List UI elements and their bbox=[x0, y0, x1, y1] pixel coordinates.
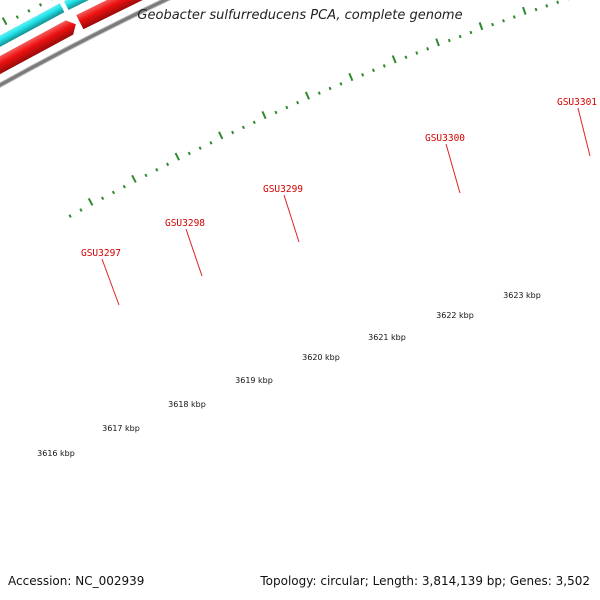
minor-tick bbox=[415, 51, 419, 55]
kbp-label: 3621 kbp bbox=[368, 333, 406, 342]
minor-tick bbox=[296, 100, 300, 105]
minor-tick bbox=[317, 91, 321, 95]
major-tick bbox=[478, 22, 484, 31]
major-tick bbox=[174, 152, 180, 161]
minor-tick bbox=[122, 184, 126, 189]
minor-tick bbox=[502, 19, 505, 23]
accession-text: Accession: NC_002939 bbox=[8, 574, 145, 588]
gene-label-gsu3298: GSU3298 bbox=[165, 218, 205, 229]
minor-tick bbox=[426, 47, 430, 51]
gene-segment-GSU3296 bbox=[0, 3, 65, 47]
minor-tick bbox=[371, 68, 375, 73]
major-tick bbox=[131, 174, 137, 183]
minor-tick bbox=[328, 86, 332, 91]
genome-summary-text: Topology: circular; Length: 3,814,139 bp… bbox=[260, 574, 590, 588]
major-tick bbox=[522, 6, 527, 15]
minor-tick bbox=[187, 151, 191, 156]
kbp-label: 3622 kbp bbox=[436, 311, 474, 320]
minor-tick bbox=[101, 196, 105, 201]
minor-tick bbox=[241, 125, 246, 130]
label-leader-line bbox=[445, 143, 461, 194]
major-tick bbox=[218, 131, 224, 140]
minor-tick bbox=[68, 214, 72, 218]
kbp-label: 3618 kbp bbox=[168, 400, 206, 409]
gene-label-gsu3301: GSU3301 bbox=[557, 97, 597, 108]
minor-tick bbox=[491, 22, 495, 27]
gene-label-gsu3297: GSU3297 bbox=[81, 248, 121, 259]
gene-label-gsu3300: GSU3300 bbox=[425, 133, 465, 144]
kbp-labels: 3616 kbp 3617 kbp 3618 kbp 3619 kbp 3620 kbp… bbox=[37, 291, 541, 458]
minor-tick bbox=[209, 141, 213, 145]
minor-tick bbox=[545, 4, 549, 8]
minor-tick bbox=[534, 7, 538, 12]
inner-tick-ring bbox=[68, 0, 570, 218]
minor-tick bbox=[15, 15, 19, 19]
kbp-label: 3617 kbp bbox=[102, 424, 140, 433]
minor-tick bbox=[79, 208, 83, 212]
minor-tick bbox=[155, 168, 159, 172]
major-tick bbox=[435, 38, 440, 47]
minor-tick bbox=[458, 34, 462, 39]
gene-track bbox=[0, 0, 89, 47]
kbp-label: 3619 kbp bbox=[235, 376, 273, 385]
gene-labels: GSU3297 GSU3298 GSU3299 GSU3300 GSU3301 bbox=[81, 97, 597, 306]
major-tick bbox=[1, 17, 8, 26]
major-tick bbox=[261, 110, 267, 120]
minor-tick bbox=[111, 190, 116, 195]
minor-tick bbox=[447, 38, 451, 43]
kbp-label: 3616 kbp bbox=[37, 449, 75, 458]
label-leader-line bbox=[101, 258, 120, 306]
gene-label-gsu3299: GSU3299 bbox=[263, 184, 303, 195]
minor-tick bbox=[339, 82, 343, 86]
kbp-label: 3623 kbp bbox=[503, 291, 541, 300]
minor-tick bbox=[144, 173, 148, 178]
minor-tick bbox=[361, 73, 365, 77]
outer-tick-ring bbox=[1, 0, 53, 26]
minor-tick bbox=[27, 9, 31, 13]
label-leader-line bbox=[185, 228, 203, 277]
major-tick bbox=[87, 197, 94, 206]
major-tick bbox=[348, 72, 354, 82]
map-title: Geobacter sulfurreducens PCA, complete g… bbox=[137, 8, 463, 23]
minor-tick bbox=[469, 30, 473, 35]
label-leader-line bbox=[283, 194, 300, 243]
gene-segment-GSU3297 bbox=[63, 0, 89, 10]
minor-tick bbox=[382, 64, 386, 68]
major-tick bbox=[304, 91, 311, 100]
minor-tick bbox=[404, 55, 408, 59]
minor-tick bbox=[166, 162, 170, 167]
minor-tick bbox=[38, 3, 43, 7]
backbone bbox=[0, 0, 170, 87]
minor-tick bbox=[285, 105, 289, 110]
minor-tick bbox=[274, 110, 278, 115]
major-tick bbox=[391, 55, 397, 64]
backbone-group bbox=[0, 0, 172, 89]
minor-tick bbox=[252, 120, 256, 125]
cds-feature-1 bbox=[0, 20, 76, 75]
minor-tick bbox=[198, 146, 202, 150]
label-leader-line bbox=[577, 107, 591, 157]
minor-tick bbox=[512, 15, 516, 19]
cds-feature-2 bbox=[76, 0, 143, 30]
minor-tick bbox=[556, 0, 560, 4]
kbp-label: 3620 kbp bbox=[302, 353, 340, 362]
cds-track bbox=[0, 0, 143, 75]
minor-tick bbox=[231, 130, 235, 135]
